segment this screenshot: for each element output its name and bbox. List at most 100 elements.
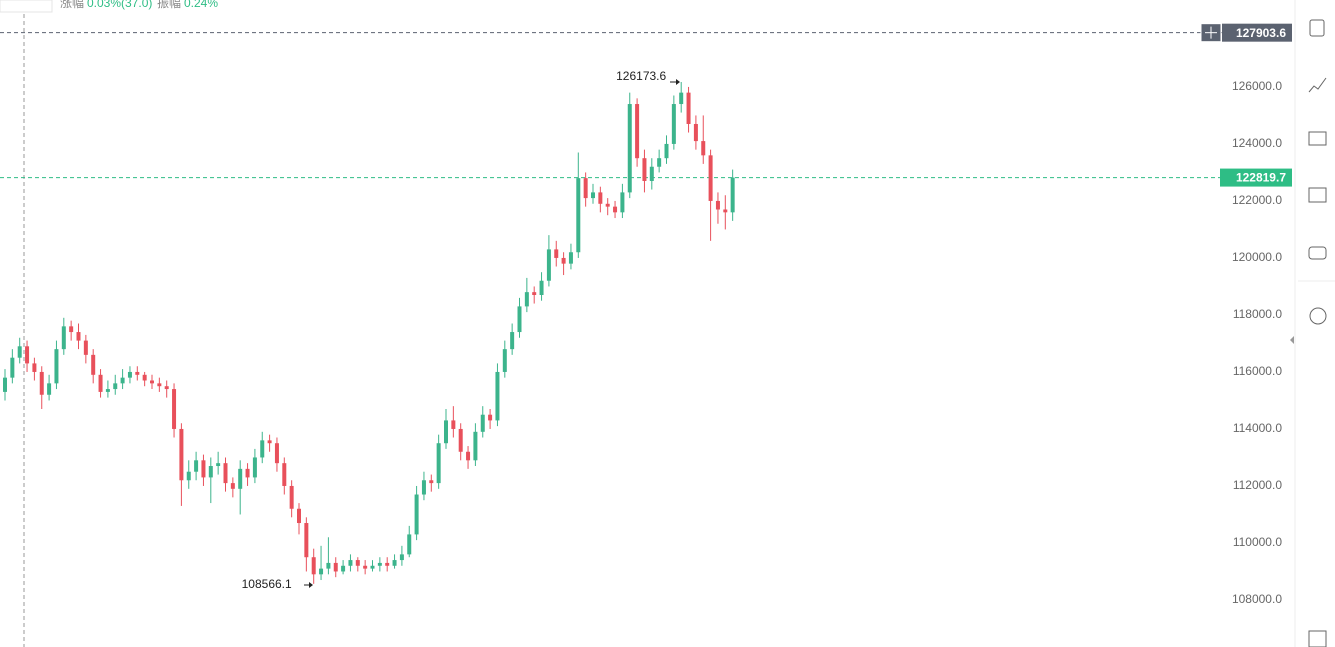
candle-body <box>510 332 515 350</box>
icon[interactable] <box>1309 307 1327 325</box>
candle-body <box>517 306 522 333</box>
candle-body <box>686 92 691 124</box>
candle-body <box>649 166 654 181</box>
candle-body <box>311 557 316 575</box>
candle-body <box>591 192 595 199</box>
y-tick-label: 124000.0 <box>1232 136 1282 150</box>
candle-body <box>297 508 301 524</box>
candle-body <box>377 562 382 566</box>
candle-body <box>348 560 353 566</box>
price-label: 122819.7 <box>1236 171 1286 185</box>
candle-body <box>605 203 610 207</box>
icon[interactable] <box>1308 246 1327 260</box>
candle-body <box>208 466 213 478</box>
collapse-handle[interactable] <box>1290 336 1294 344</box>
candle-body <box>561 257 566 264</box>
candle-body <box>61 326 66 350</box>
candle-body <box>341 565 346 572</box>
candle-body <box>620 192 625 213</box>
y-tick-label: 116000.0 <box>1233 364 1282 378</box>
high-annotation: 126173.6 <box>616 69 666 83</box>
candle-body <box>3 377 7 392</box>
candle-body <box>201 460 206 478</box>
y-tick-label: 108000.0 <box>1232 592 1282 606</box>
candle-body <box>172 389 177 429</box>
y-tick-label: 118000.0 <box>1233 307 1282 321</box>
y-tick-label: 122000.0 <box>1232 193 1282 207</box>
candle-body <box>451 420 456 429</box>
candle-body <box>429 480 434 484</box>
candle-body <box>524 292 529 307</box>
candle-body <box>252 457 257 478</box>
candle-body <box>539 280 544 295</box>
price-label-box <box>1220 168 1292 187</box>
candle-body <box>473 431 478 461</box>
icon[interactable] <box>1308 630 1327 647</box>
low-annotation: 108566.1 <box>242 577 292 591</box>
candle-body <box>186 471 191 481</box>
candle-body <box>54 349 59 384</box>
candle-body <box>69 326 74 333</box>
change-label: 涨幅 <box>60 0 84 10</box>
candle-body <box>274 443 279 464</box>
candle-body <box>635 104 640 159</box>
candle-body <box>554 249 559 258</box>
candle-body <box>502 349 507 372</box>
candle-body <box>17 346 22 358</box>
candle-body <box>583 178 588 199</box>
candle-body <box>671 104 676 144</box>
candle-body <box>392 560 397 566</box>
candle-body <box>194 460 199 472</box>
candle-body <box>488 414 493 421</box>
candle-body <box>385 562 390 566</box>
candle-body <box>135 371 140 375</box>
price-label-box <box>1222 23 1292 42</box>
candle-body <box>304 523 309 558</box>
candle-body <box>25 346 30 364</box>
amplitude-value: 0.24% <box>184 0 218 10</box>
candle-body <box>91 354 96 375</box>
candle-body <box>679 92 684 105</box>
icon[interactable] <box>1308 131 1327 146</box>
arrow-head <box>309 582 313 588</box>
sidebar <box>1290 0 1335 647</box>
candle-body <box>179 428 184 481</box>
candle-body <box>120 377 125 384</box>
candle-body <box>723 209 728 213</box>
candle-body <box>701 141 706 156</box>
icon[interactable] <box>1308 187 1327 203</box>
icon[interactable] <box>1308 77 1327 93</box>
candle-body <box>355 560 360 566</box>
candle-body <box>127 371 132 378</box>
candle-body <box>105 389 110 392</box>
candle-body <box>47 383 52 395</box>
candle-body <box>657 158 662 167</box>
y-tick-label: 126000.0 <box>1232 79 1282 93</box>
candle-body <box>576 178 581 253</box>
change-value: 0.03%(37.0) <box>87 0 152 10</box>
header-box <box>0 0 53 13</box>
candle-body <box>39 371 44 395</box>
y-tick-label: 114000.0 <box>1233 421 1282 435</box>
candle-body <box>282 463 287 486</box>
y-tick-label: 120000.0 <box>1232 250 1282 264</box>
candle-body <box>627 104 632 193</box>
candle-body <box>444 420 448 444</box>
candle-body <box>238 468 243 489</box>
candle-body <box>230 483 235 489</box>
candle-body <box>216 463 221 467</box>
candle-body <box>664 143 669 159</box>
candle-body <box>546 249 551 281</box>
candle-body <box>245 468 250 478</box>
candle-body <box>568 252 573 264</box>
icon[interactable] <box>1309 19 1325 37</box>
candle-body <box>642 158 647 181</box>
candle-body <box>150 380 154 384</box>
candle-body <box>458 428 463 452</box>
y-tick-label: 112000.0 <box>1233 478 1282 492</box>
candle-body <box>164 386 169 390</box>
candle-body <box>414 494 419 535</box>
candle-body <box>267 440 272 444</box>
candle-body <box>260 440 265 458</box>
